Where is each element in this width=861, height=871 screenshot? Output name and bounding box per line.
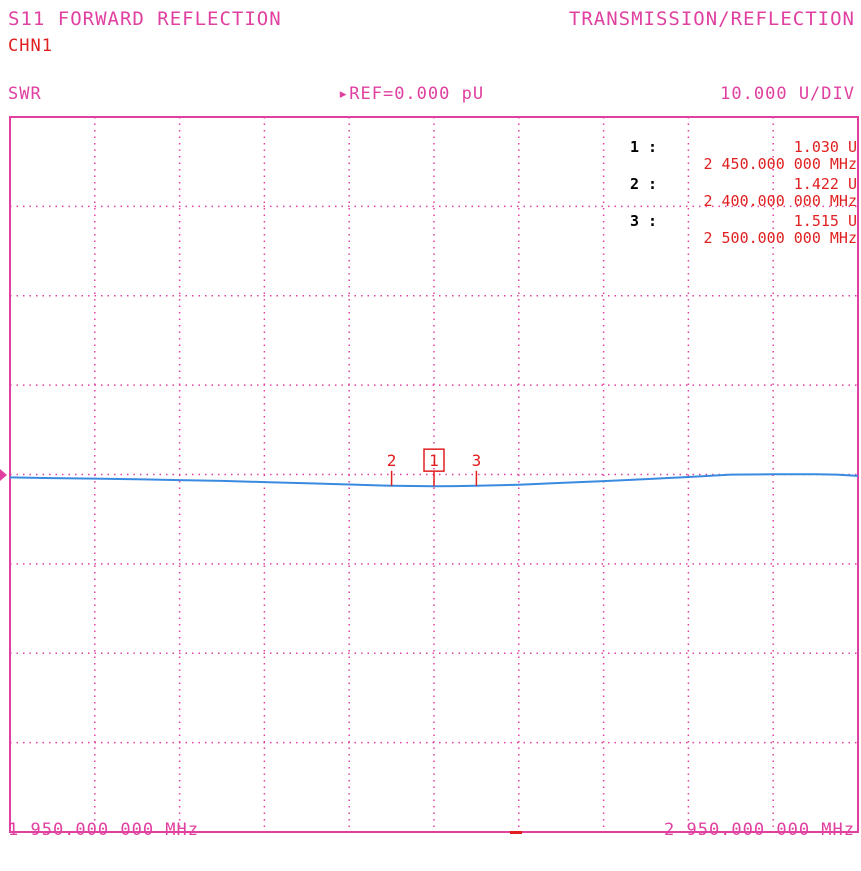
scale-label: 10.000 U/DIV [720,84,855,104]
readout-1-value: 1.030 U [794,138,857,156]
marker-3-label: 3 [472,451,482,470]
stop-frequency: 2 950.000 000 MHz [664,820,855,840]
marker-2-label: 2 [387,451,397,470]
marker-1-box [423,448,445,472]
trace [9,473,859,488]
mode-title: TRANSMISSION/REFLECTION [568,8,855,30]
reference-value: REF=0.000 pU [349,84,485,104]
trace-line [9,473,859,488]
measurement-title: S11 FORWARD REFLECTION [8,8,282,30]
readout-2-value: 1.422 U [794,175,857,193]
readout-3-frequency: 2 500.000 000 MHz [703,229,857,247]
channel-label: CHN1 [8,36,53,56]
center-tick [510,831,522,834]
readout-1-frequency: 2 450.000 000 MHz [703,155,857,173]
readout-3-value: 1.515 U [794,212,857,230]
readout-3-number: 3 : [630,212,657,230]
markers: 1 2 3 [387,448,482,487]
marker-1-label: 1 [429,451,439,470]
format-label: SWR [8,84,42,104]
readout-2-frequency: 2 400.000 000 MHz [703,192,857,210]
reference-label: ▸REF=0.000 pU [338,84,484,104]
start-frequency: 1 950.000 000 MHz [8,820,199,840]
marker-readouts: 1 : 1.030 U2 450.000 000 MHz 2 : 1.422 U2 4… [630,138,857,247]
readout-1-number: 1 : [630,138,657,156]
readout-2-number: 2 : [630,175,657,193]
ref-pointer-icon: ▸ [338,84,350,104]
reference-pointer-icon [0,469,7,481]
